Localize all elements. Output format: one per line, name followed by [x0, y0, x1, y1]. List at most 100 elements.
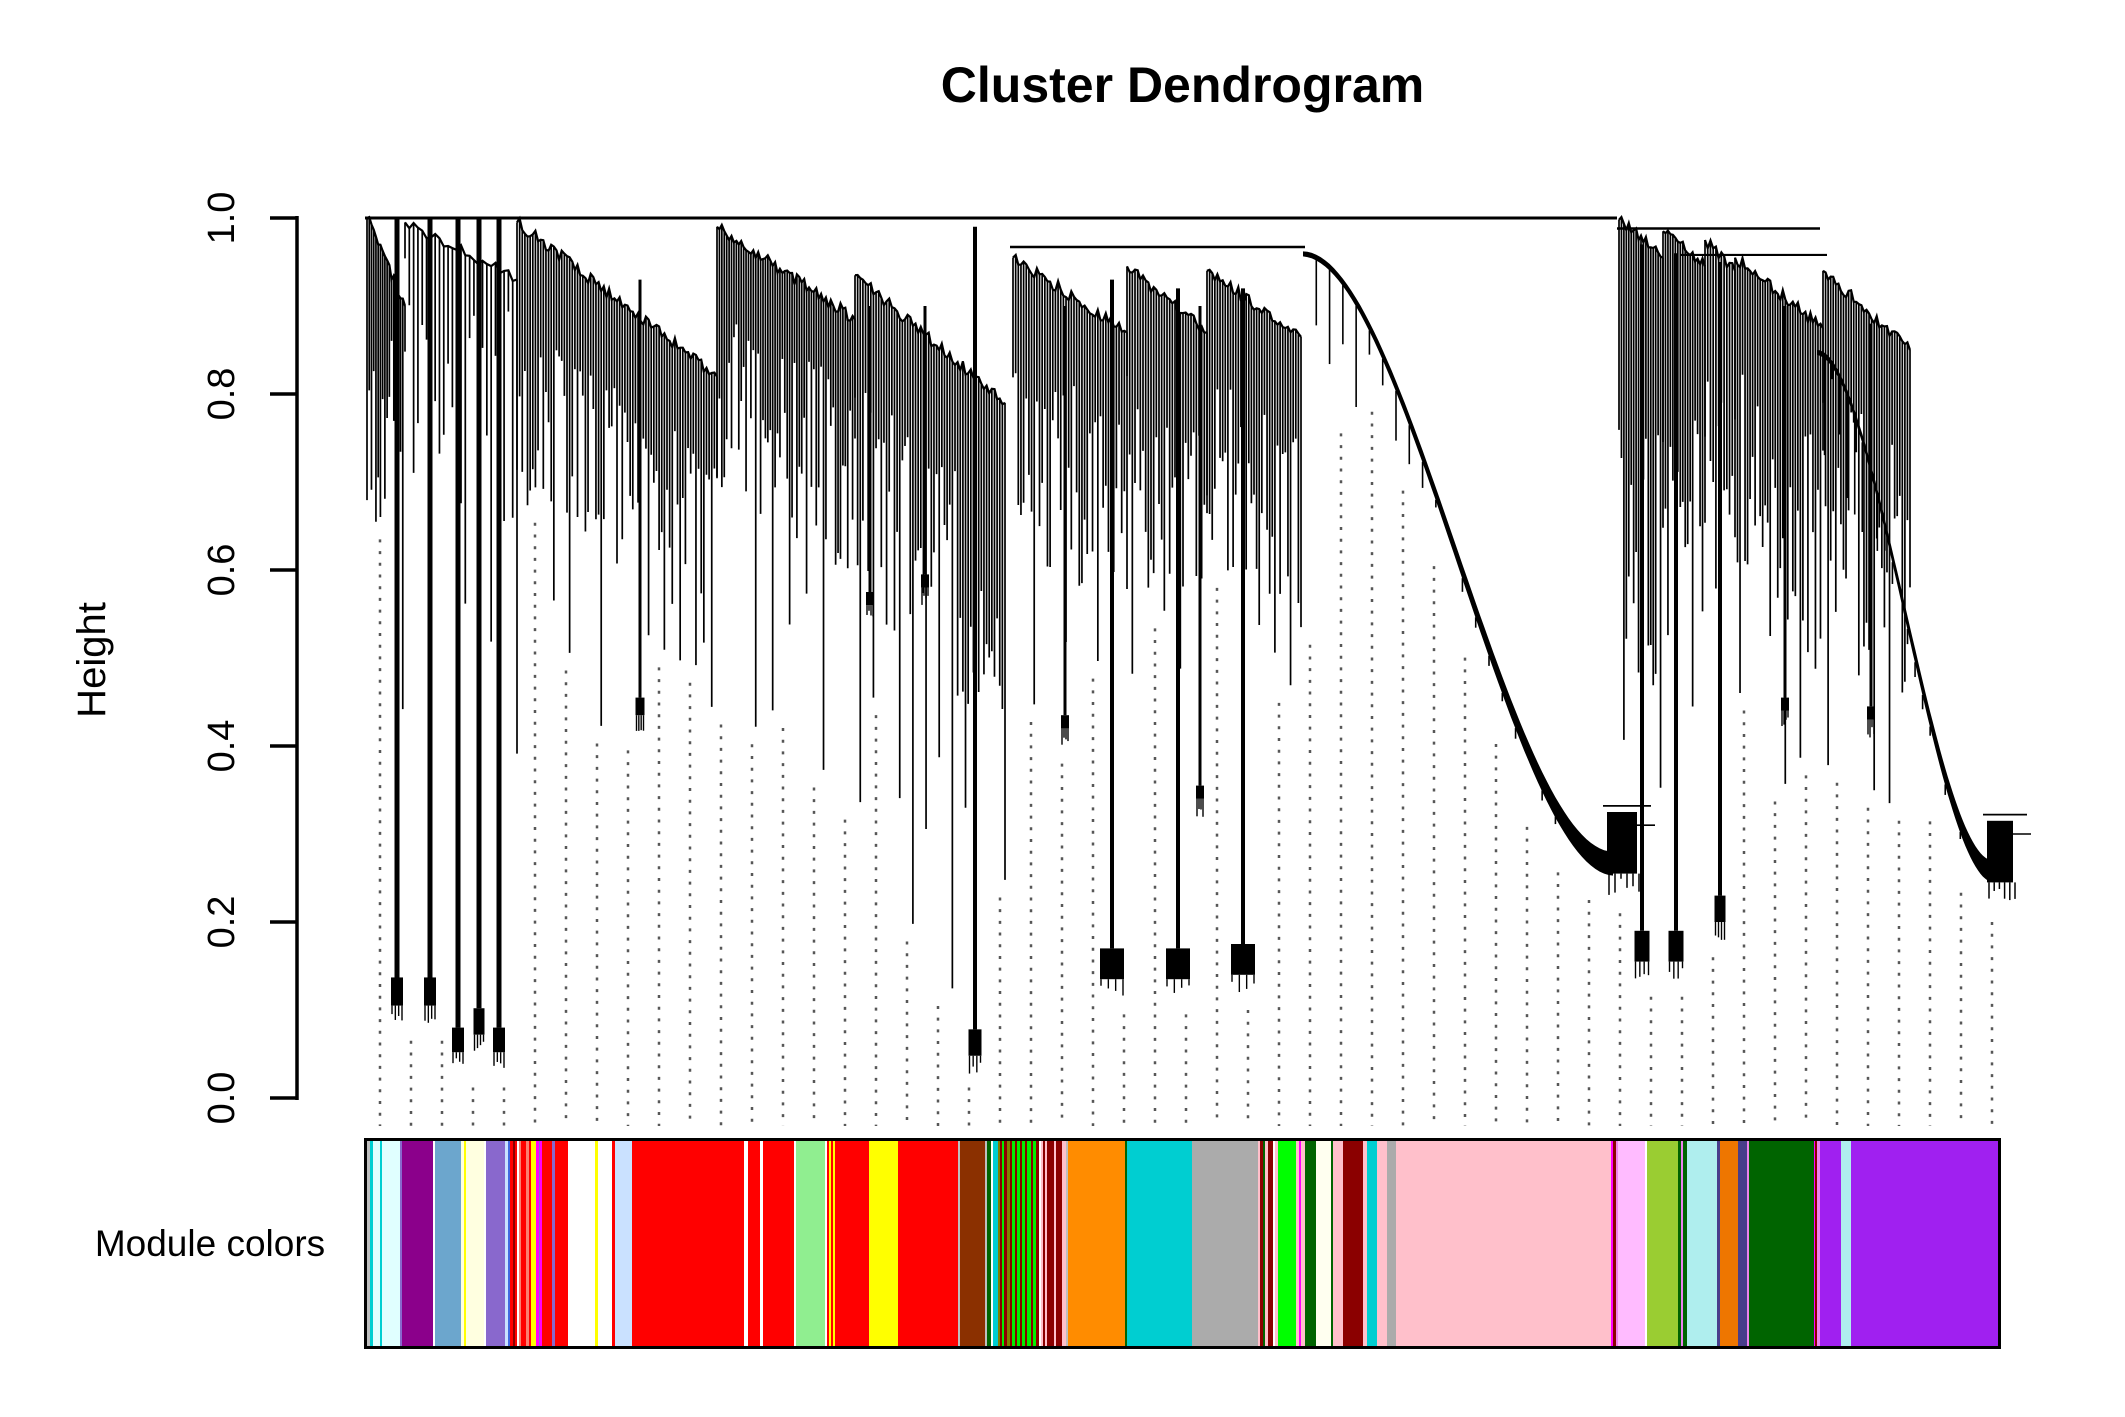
module-color-segment	[1720, 1141, 1739, 1346]
module-color-segment	[957, 1141, 960, 1346]
module-color-segment	[1332, 1141, 1343, 1346]
module-color-segment	[381, 1141, 400, 1346]
module-color-segment	[759, 1141, 763, 1346]
module-color-segment	[614, 1141, 632, 1346]
module-color-segment	[743, 1141, 748, 1346]
module-color-segment	[1363, 1141, 1368, 1346]
module-color-segment	[461, 1141, 465, 1346]
module-color-segment	[1268, 1141, 1274, 1346]
module-color-segment	[1127, 1141, 1192, 1346]
module-color-segment	[504, 1141, 508, 1346]
module-color-segment	[597, 1141, 612, 1346]
module-color-segment	[542, 1141, 553, 1346]
module-color-segment	[528, 1141, 531, 1346]
module-color-segment	[1004, 1141, 1008, 1346]
module-color-segment	[1613, 1141, 1617, 1346]
module-color-segment	[520, 1141, 526, 1346]
module-color-segment	[535, 1141, 539, 1346]
module-color-segment	[483, 1141, 486, 1346]
module-color-segment	[1813, 1141, 1816, 1346]
module-color-segment	[372, 1141, 380, 1346]
module-color-segment	[1020, 1141, 1023, 1346]
module-color-segment	[367, 1141, 370, 1346]
module-color-segment	[1201, 1141, 1259, 1346]
module-color-segment	[1815, 1141, 1818, 1346]
chart-title: Cluster Dendrogram	[940, 57, 1425, 113]
module-color-segment	[1611, 1141, 1614, 1346]
module-color-segment	[1686, 1141, 1718, 1346]
module-color-segment	[555, 1141, 569, 1346]
module-color-segment	[540, 1141, 543, 1346]
module-color-segment	[433, 1141, 436, 1346]
module-color-segment	[525, 1141, 529, 1346]
module-color-segment	[796, 1141, 825, 1346]
module-color-segment	[1747, 1141, 1750, 1346]
module-color-segment	[1033, 1141, 1037, 1346]
module-color-segment	[1047, 1141, 1054, 1346]
module-colors-bar	[364, 1138, 2001, 1349]
module-color-segment	[1841, 1141, 1852, 1346]
module-color-segment	[1054, 1141, 1056, 1346]
module-color-segment	[826, 1141, 829, 1346]
module-color-segment	[512, 1141, 515, 1346]
module-color-segment	[1738, 1141, 1748, 1346]
module-color-segment	[1680, 1141, 1683, 1346]
module-color-segment	[1295, 1141, 1299, 1346]
module-color-segment	[399, 1141, 402, 1346]
y-tick-label: 0.0	[200, 1071, 243, 1125]
module-color-segment	[992, 1141, 998, 1346]
module-color-segment	[1000, 1141, 1003, 1346]
module-color-segment	[1396, 1141, 1612, 1346]
module-color-segment	[1275, 1141, 1279, 1346]
module-color-segment	[997, 1141, 1001, 1346]
module-color-segment	[1646, 1141, 1678, 1346]
module-color-segment	[507, 1141, 510, 1346]
dendrogram-svg	[365, 215, 2031, 1126]
module-color-segment	[794, 1141, 797, 1346]
module-color-segment	[1278, 1141, 1296, 1346]
module-color-segment	[830, 1141, 833, 1346]
module-color-segment	[1677, 1141, 1681, 1346]
module-color-segment	[1817, 1141, 1821, 1346]
module-color-segment	[1065, 1141, 1068, 1346]
module-color-segment	[514, 1141, 517, 1346]
module-color-segment	[1265, 1141, 1269, 1346]
module-color-segment	[568, 1141, 596, 1346]
module-color-segment	[984, 1141, 987, 1346]
module-color-segment	[762, 1141, 781, 1346]
module-color-segment	[1043, 1141, 1046, 1346]
module-color-segment	[868, 1141, 899, 1346]
module-color-segment	[1015, 1141, 1018, 1346]
module-color-segment	[1002, 1141, 1005, 1346]
module-color-segment	[1300, 1141, 1305, 1346]
module-color-segment	[595, 1141, 598, 1346]
module-color-segment	[1041, 1141, 1044, 1346]
module-color-segment	[1315, 1141, 1331, 1346]
module-color-segment	[518, 1141, 521, 1346]
module-color-segment	[1031, 1141, 1034, 1346]
module-color-segment	[1367, 1141, 1378, 1346]
y-tick-label: 0.6	[200, 543, 243, 597]
module-color-segment	[828, 1141, 831, 1346]
module-color-segment	[1263, 1141, 1266, 1346]
module-color-segment	[1061, 1141, 1066, 1346]
module-color-segment	[959, 1141, 985, 1346]
module-color-segment	[1820, 1141, 1842, 1346]
module-color-segment	[631, 1141, 744, 1346]
module-color-segment	[825, 1141, 827, 1346]
module-color-segment	[1717, 1141, 1721, 1346]
module-color-segment	[611, 1141, 615, 1346]
module-color-segment	[1191, 1141, 1202, 1346]
module-color-segment	[1022, 1141, 1026, 1346]
module-color-segment	[1055, 1141, 1062, 1346]
module-color-segment	[530, 1141, 536, 1346]
module-color-segment	[516, 1141, 519, 1346]
module-colors-label: Module colors	[94, 1223, 326, 1264]
module-color-segment	[898, 1141, 958, 1346]
y-tick-label: 1.0	[200, 191, 243, 245]
module-color-segment	[1012, 1141, 1016, 1346]
module-color-segment	[1025, 1141, 1028, 1346]
module-color-segment	[986, 1141, 991, 1346]
